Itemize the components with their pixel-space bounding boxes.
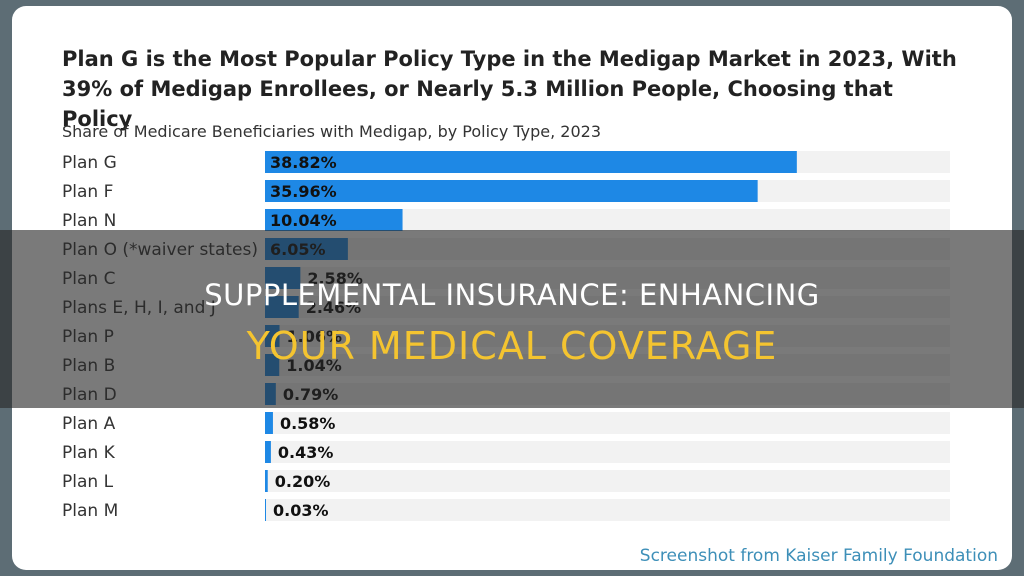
chart-title: Plan G is the Most Popular Policy Type i…: [62, 47, 957, 131]
value-label: 0.58%: [280, 414, 336, 433]
bar-2: [265, 209, 403, 231]
category-label: Plan F: [62, 182, 113, 202]
bar-track: [265, 499, 950, 521]
bar-9: [265, 412, 273, 434]
banner-headline-line2: YOUR MEDICAL COVERAGE: [246, 324, 778, 368]
bar-track: [265, 209, 950, 231]
bar-track: [265, 470, 950, 492]
category-label: Plan M: [62, 501, 118, 521]
bar-track: [265, 441, 950, 463]
value-label: 35.96%: [270, 182, 337, 201]
category-label: Plan L: [62, 472, 114, 492]
category-label: Plan K: [62, 443, 116, 463]
value-label: 10.04%: [270, 211, 337, 230]
value-label: 0.43%: [278, 443, 334, 462]
value-label: 0.20%: [275, 472, 331, 491]
bar-1: [265, 180, 758, 202]
banner-headline-line1: SUPPLEMENTAL INSURANCE: ENHANCING: [204, 278, 820, 312]
bar-12: [265, 499, 266, 521]
category-label: Plan G: [62, 153, 117, 173]
bar-track: [265, 412, 950, 434]
source-credit: Screenshot from Kaiser Family Foundation: [639, 546, 998, 566]
bar-10: [265, 441, 271, 463]
bar-11: [265, 470, 268, 492]
value-label: 38.82%: [270, 153, 337, 172]
category-label: Plan N: [62, 211, 116, 231]
value-label: 0.03%: [273, 501, 329, 520]
category-label: Plan A: [62, 414, 116, 434]
chart-subtitle: Share of Medicare Beneficiaries with Med…: [62, 122, 602, 141]
headline-banner: [0, 230, 1024, 408]
bar-0: [265, 151, 797, 173]
